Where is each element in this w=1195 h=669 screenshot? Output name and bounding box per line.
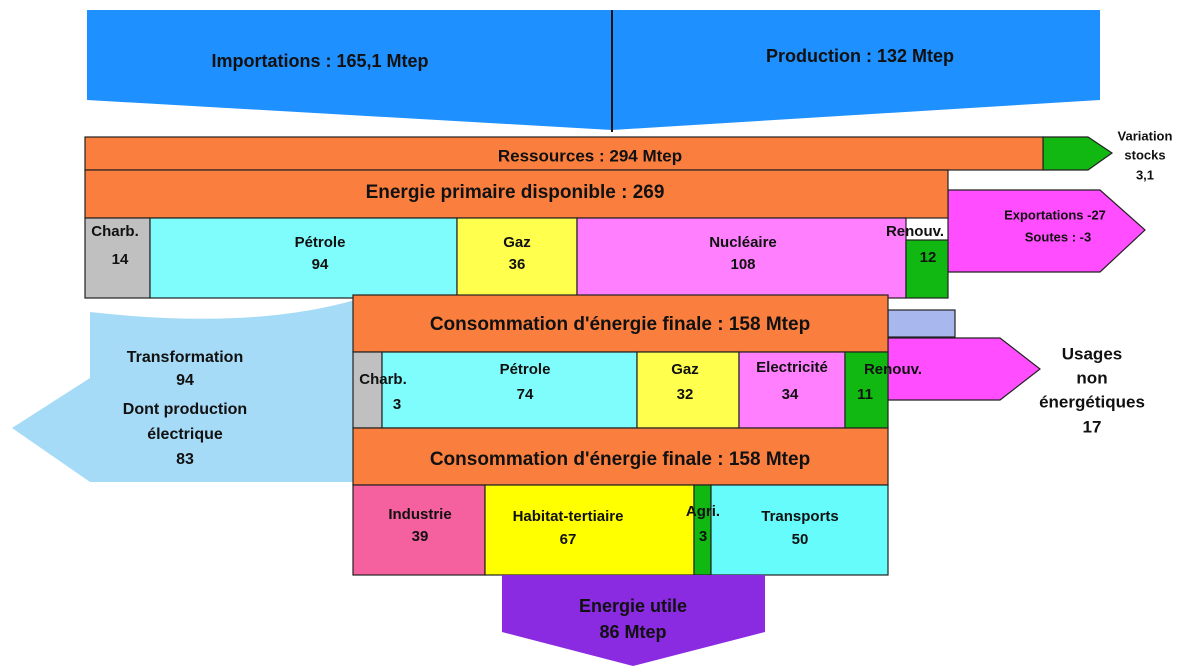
primary-item-value: 36 xyxy=(509,256,526,273)
sector-industry xyxy=(352,484,486,576)
exports-label: Exportations -27 xyxy=(1004,207,1106,222)
sector-value: 3 xyxy=(699,528,707,545)
primary-item-label: Pétrole xyxy=(295,234,346,251)
primary-oil xyxy=(149,217,458,299)
non-energy-label: Usages xyxy=(1062,344,1122,363)
primary-item-label: Gaz xyxy=(503,234,531,251)
primary-item-value: 94 xyxy=(312,256,329,273)
sectors-bar xyxy=(352,427,889,486)
final-gas xyxy=(636,351,740,429)
primary-item-value: 108 xyxy=(730,256,755,273)
primary-nuclear xyxy=(576,217,907,299)
transformation-arrow xyxy=(12,300,355,482)
final-item-value: 32 xyxy=(677,386,694,403)
final-coal xyxy=(352,351,383,429)
primary-title: Energie primaire disponible : 269 xyxy=(366,182,665,203)
stock-label: 3,1 xyxy=(1136,167,1154,182)
final-electricity xyxy=(738,351,846,429)
stock-label: Variation xyxy=(1118,128,1173,143)
resources-label: Ressources : 294 Mtep xyxy=(498,146,682,165)
final-bar xyxy=(352,294,889,353)
final-item-value: 34 xyxy=(782,386,799,403)
useful-label: Energie utile xyxy=(579,596,687,616)
sector-transport xyxy=(710,484,889,576)
final-item-label: Renouv. xyxy=(864,361,922,378)
sectors-title: Consommation d'énergie finale : 158 Mtep xyxy=(430,449,810,470)
useful-label: 86 Mtep xyxy=(599,622,666,642)
primary-item-label: Nucléaire xyxy=(709,234,777,251)
sector-label: Agri. xyxy=(686,503,720,520)
sector-value: 50 xyxy=(792,531,809,548)
primary-item-value: 14 xyxy=(112,251,129,268)
useful-arrow xyxy=(502,575,765,666)
transformation-label: électrique xyxy=(147,426,223,443)
transformation-label: Transformation xyxy=(127,349,243,366)
imports-label: Importations : 165,1 Mtep xyxy=(211,51,428,71)
sector-label: Industrie xyxy=(388,506,451,523)
final-item-label: Charb. xyxy=(359,371,407,388)
final-item-value: 11 xyxy=(857,386,873,403)
non-energy-label: énergétiques xyxy=(1039,392,1145,411)
non-energy-label: non xyxy=(1076,368,1107,387)
stock-arrow xyxy=(1042,136,1114,171)
sector-label: Transports xyxy=(761,508,839,525)
primary-item-label: Renouv. xyxy=(886,223,944,240)
primary-renewable xyxy=(905,239,949,299)
sector-label: Habitat-tertiaire xyxy=(513,508,624,525)
final-renewable xyxy=(844,351,889,429)
primary-item-value: 12 xyxy=(920,249,937,266)
primary-item-label: Charb. xyxy=(91,223,139,240)
resources-bar xyxy=(84,136,1044,171)
stock-label: stocks xyxy=(1124,147,1165,162)
sector-value: 39 xyxy=(412,528,429,545)
production-label: Production : 132 Mtep xyxy=(766,46,954,66)
final-item-label: Pétrole xyxy=(500,361,551,378)
final-item-value: 74 xyxy=(517,386,534,403)
transformation-label: 83 xyxy=(176,451,194,468)
final-item-label: Gaz xyxy=(671,361,699,378)
inputs-arrow xyxy=(87,10,1100,130)
final-oil xyxy=(381,351,638,429)
sector-residential xyxy=(484,484,695,576)
sector-value: 67 xyxy=(560,531,577,548)
transformation-label: 94 xyxy=(176,372,194,389)
small-bar xyxy=(887,309,956,338)
final-item-value: 3 xyxy=(393,396,401,413)
final-title: Consommation d'énergie finale : 158 Mtep xyxy=(430,314,810,335)
final-item-label: Electricité xyxy=(756,359,828,376)
exports-label: Soutes : -3 xyxy=(1025,229,1091,244)
non-energy-label: 17 xyxy=(1083,417,1102,436)
transformation-label: Dont production xyxy=(123,401,247,418)
